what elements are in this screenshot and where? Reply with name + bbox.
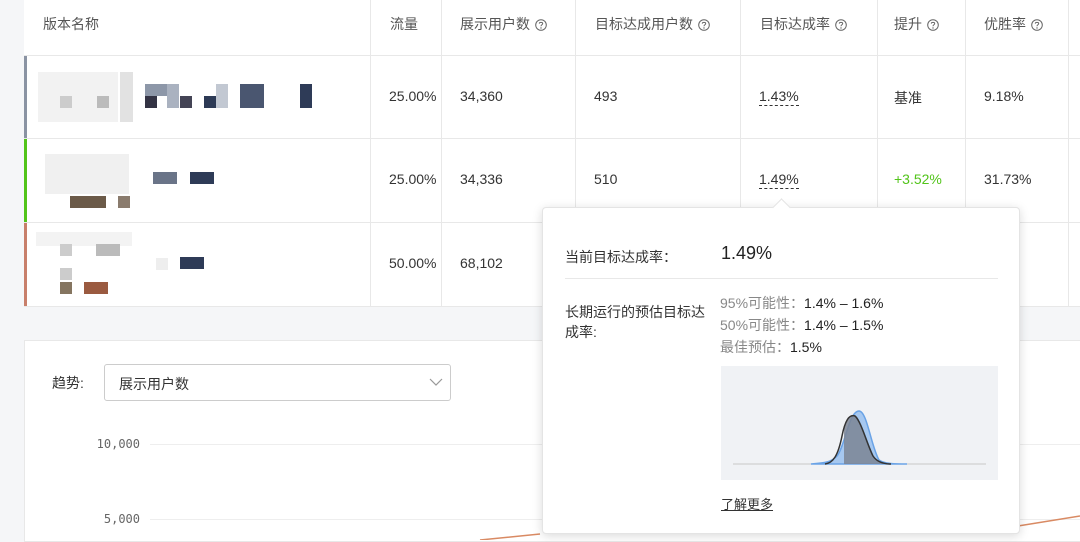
- col-divider: [575, 0, 576, 306]
- col-divider: [1068, 0, 1069, 306]
- cell-users: 34,360: [460, 88, 503, 104]
- estimate-line: 95%可能性：1.4% – 1.6%: [720, 293, 883, 313]
- row-divider: [24, 138, 1080, 139]
- row-color-bar: [24, 56, 27, 138]
- help-icon[interactable]: [698, 19, 710, 31]
- estimate-prefix: 最佳预估：: [720, 339, 790, 355]
- col-divider: [370, 0, 371, 306]
- trend-label: 趋势:: [52, 375, 84, 391]
- estimate-prefix: 50%可能性：: [720, 317, 805, 333]
- cell-win: 9.18%: [984, 88, 1024, 104]
- cell-lift: +3.52%: [894, 171, 942, 187]
- header-text: 优胜率: [984, 16, 1026, 32]
- column-header: 版本名称: [43, 14, 99, 34]
- column-header: 提升: [894, 14, 939, 34]
- cell-achieved: 510: [594, 171, 618, 187]
- estimate-value: 1.4% – 1.6%: [804, 295, 884, 311]
- column-header: 流量: [390, 14, 418, 34]
- cell-users: 34,336: [460, 171, 503, 187]
- header-text: 展示用户数: [460, 16, 530, 32]
- header-text: 目标达成率: [760, 16, 830, 32]
- row-color-bar: [24, 139, 27, 222]
- column-header: 展示用户数: [460, 14, 547, 34]
- y-tick-label: 10,000: [96, 437, 140, 451]
- tooltip: 当前目标达成率： 1.49% 长期运行的预估目标达成率: 了解更多: [542, 198, 1020, 534]
- column-header: 目标达成用户数: [595, 14, 710, 34]
- estimate-prefix: 95%可能性：: [720, 295, 805, 311]
- divider: [565, 278, 998, 279]
- current-value: 1.49%: [721, 243, 773, 263]
- estimate-line: 50%可能性：1.4% – 1.5%: [720, 315, 883, 335]
- estimate-value: 1.4% – 1.5%: [804, 317, 884, 333]
- help-icon[interactable]: [835, 19, 847, 31]
- estimate-value: 1.5%: [790, 339, 822, 355]
- col-divider: [965, 0, 966, 306]
- row-color-bar: [24, 223, 27, 306]
- current-label: 当前目标达成率：: [565, 249, 677, 265]
- help-icon[interactable]: [927, 19, 939, 31]
- distribution-chart: [721, 366, 998, 480]
- cell-traffic: 50.00%: [389, 255, 437, 271]
- cell-win: 31.73%: [984, 171, 1032, 187]
- estimate-label: 长期运行的预估目标达成率:: [565, 304, 705, 340]
- chevron: [429, 378, 443, 386]
- col-divider: [740, 0, 741, 306]
- y-tick-label: 5,000: [103, 512, 140, 526]
- select-value: 展示用户数: [119, 376, 189, 392]
- help-icon[interactable]: [535, 19, 547, 31]
- col-divider: [441, 0, 442, 306]
- row-divider: [24, 55, 1080, 56]
- header-text: 目标达成用户数: [595, 16, 693, 32]
- cell-traffic: 25.00%: [389, 88, 437, 104]
- metric-select[interactable]: 展示用户数: [104, 364, 451, 401]
- column-header: 优胜率: [984, 14, 1043, 34]
- header-text: 提升: [894, 16, 922, 32]
- header-text: 版本名称: [43, 16, 99, 32]
- learn-more-link[interactable]: 了解更多: [721, 497, 774, 512]
- cell-traffic: 25.00%: [389, 171, 437, 187]
- col-divider: [877, 0, 878, 306]
- cell-rate[interactable]: 1.43%: [759, 88, 799, 106]
- header-text: 流量: [390, 16, 418, 32]
- help-icon[interactable]: [1031, 19, 1043, 31]
- cell-rate[interactable]: 1.49%: [759, 171, 799, 189]
- cell-achieved: 493: [594, 88, 618, 104]
- column-header: 目标达成率: [760, 14, 847, 34]
- cell-lift: 基准: [894, 90, 922, 106]
- cell-users: 68,102: [460, 255, 503, 271]
- estimate-line: 最佳预估：1.5%: [720, 337, 822, 357]
